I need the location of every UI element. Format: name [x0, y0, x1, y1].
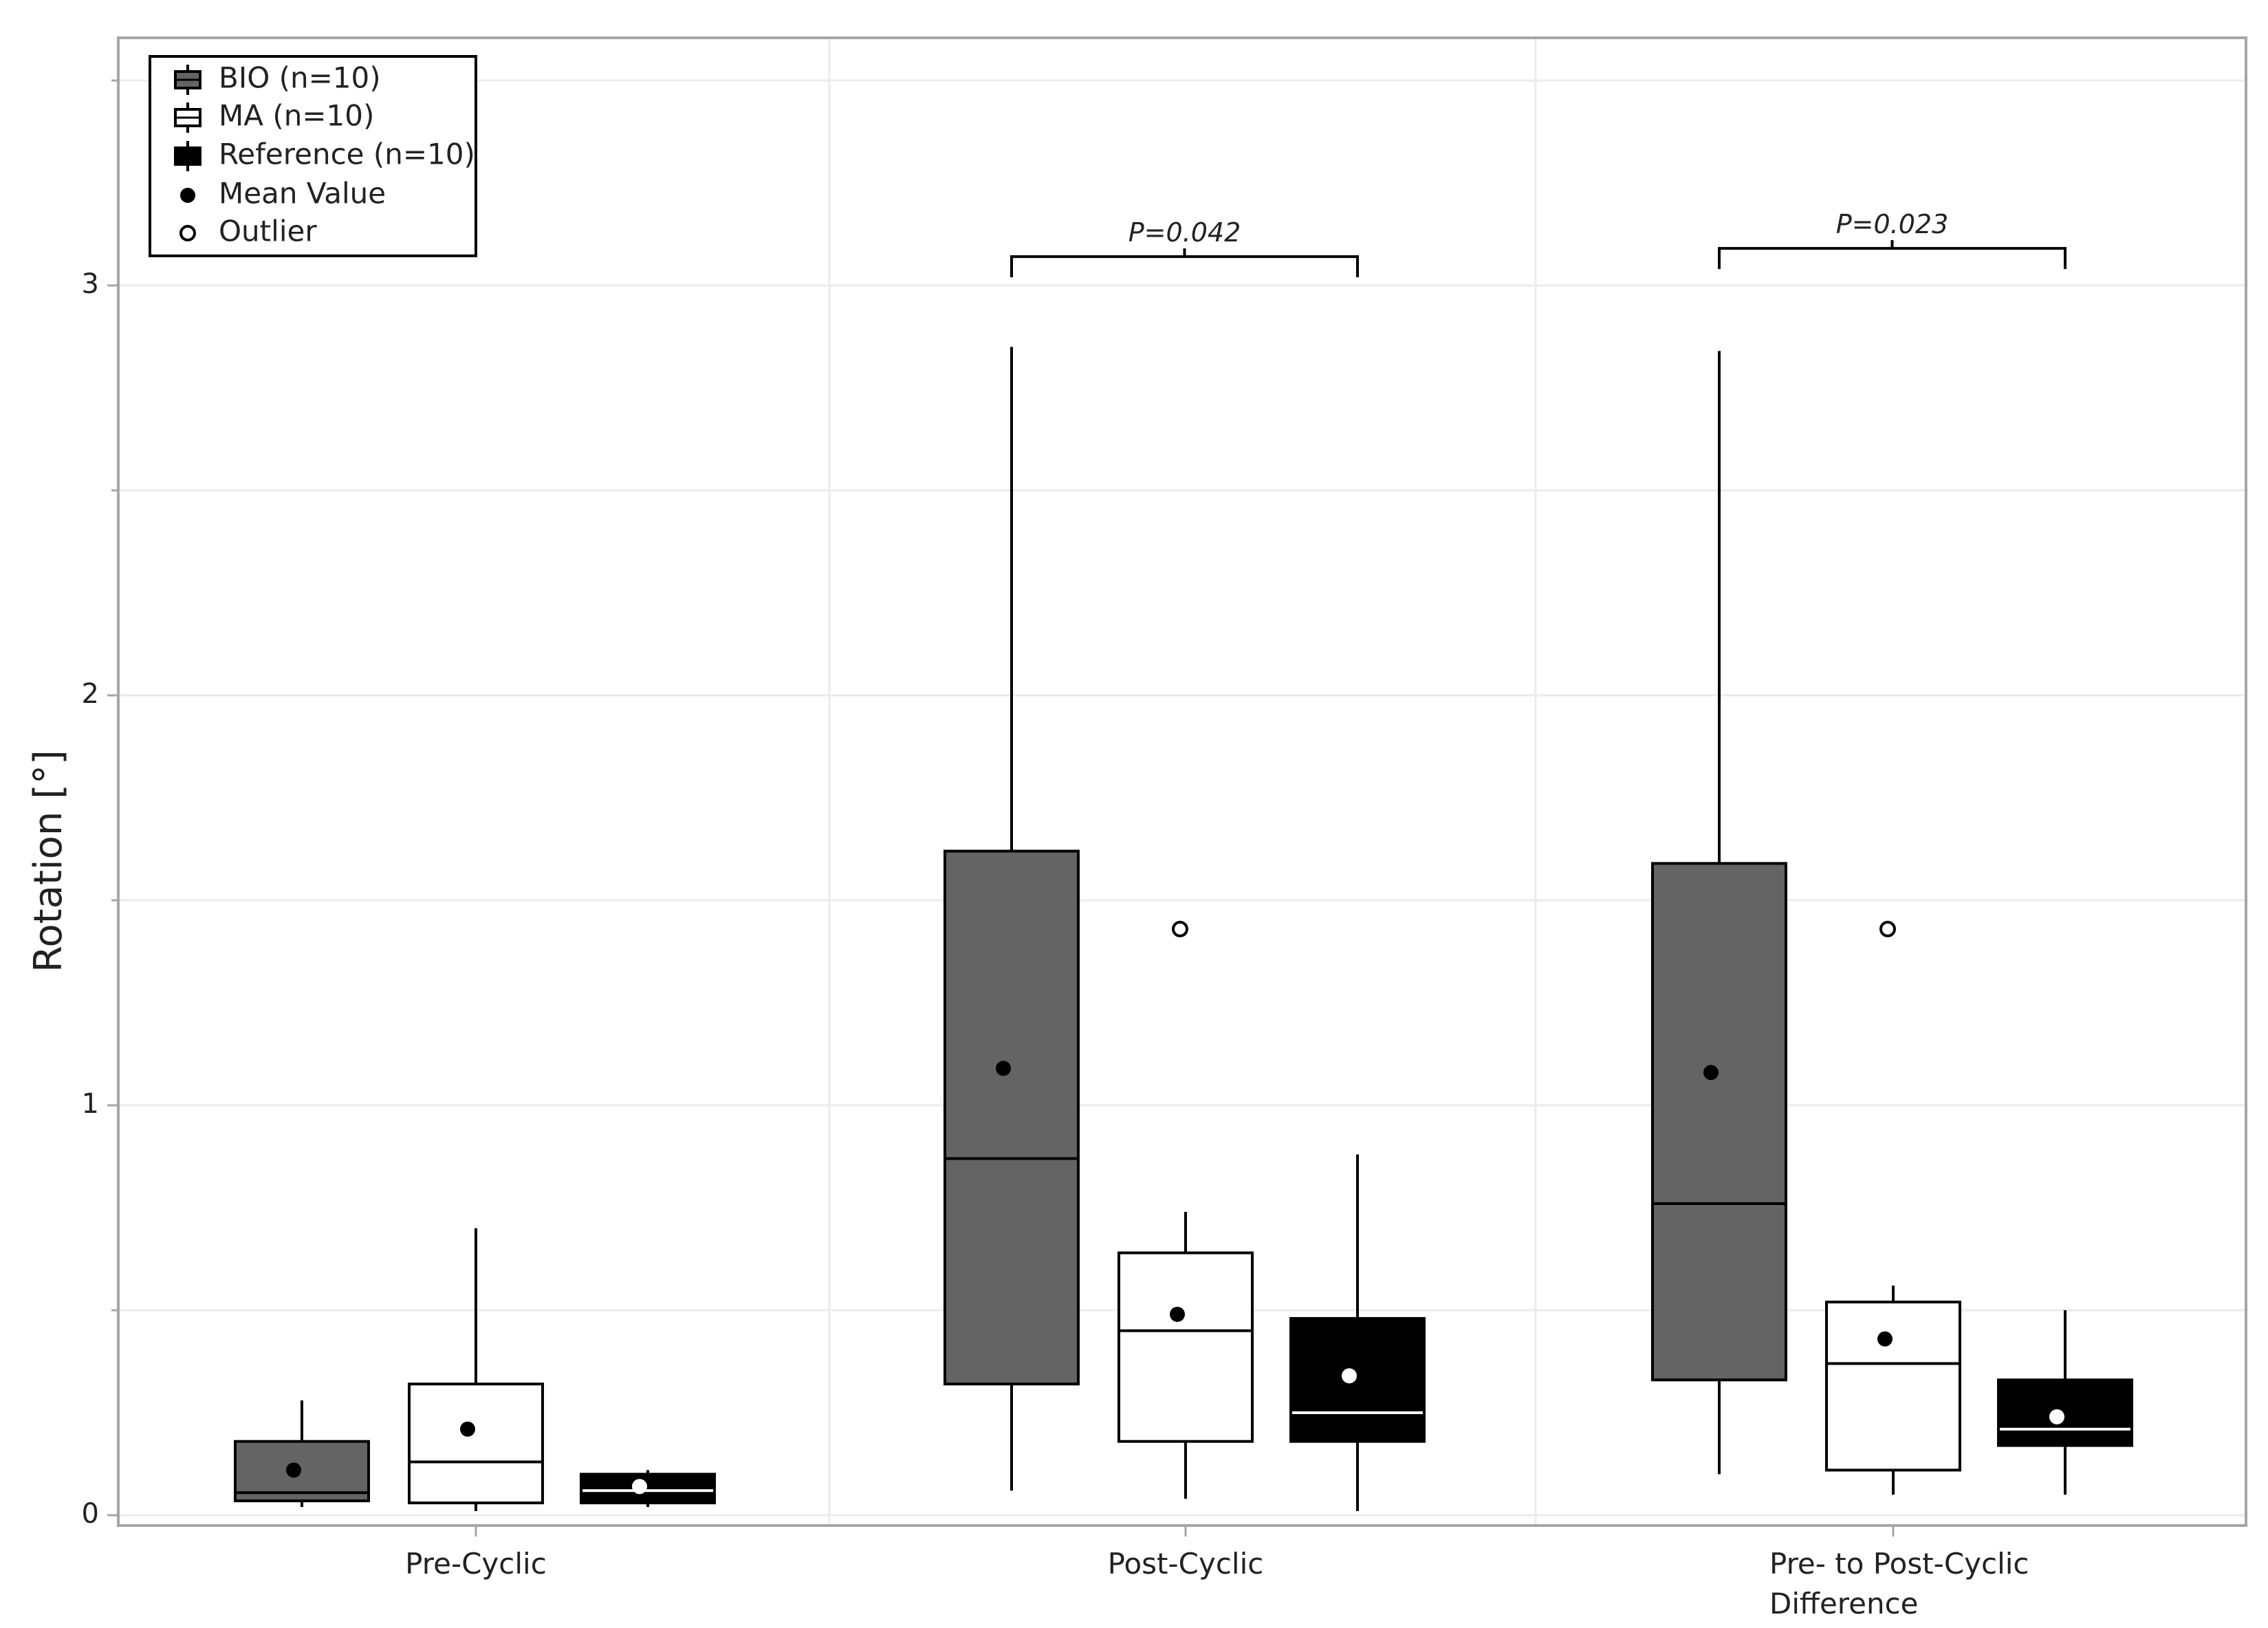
- box-group: [234, 1400, 370, 1508]
- legend-label: Mean Value: [219, 177, 386, 210]
- x-tick-label: Pre- to Post-Cyclic Difference: [1769, 1547, 2029, 1620]
- box-group: [1289, 1154, 1426, 1512]
- box-group: [1997, 1310, 2133, 1495]
- x-tick-label: Pre-Cyclic: [405, 1547, 547, 1581]
- box-layer: [234, 347, 2133, 1512]
- legend-label: Outlier: [219, 215, 317, 248]
- p-value-label: P=0.042: [1128, 217, 1241, 248]
- box-iqr: [234, 1440, 370, 1503]
- annotation-layer: P=0.042 P=0.023: [1010, 209, 2067, 278]
- x-tick-label-line: Pre-Cyclic: [405, 1547, 547, 1581]
- significance-bracket: [1718, 240, 2067, 270]
- grid-layer: [118, 38, 2246, 1526]
- legend-frame: [149, 55, 477, 257]
- mean-marker: [996, 1061, 1011, 1076]
- box-group: [580, 1470, 716, 1508]
- x-tick-label-line: Difference: [1769, 1587, 1919, 1620]
- p-value-label: P=0.023: [1836, 209, 1949, 239]
- box-group: [408, 1228, 544, 1512]
- box-group: [944, 347, 1080, 1491]
- mean-marker: [632, 1479, 647, 1495]
- mean-marker: [286, 1462, 301, 1478]
- box-group: [1825, 920, 1961, 1495]
- x-tick-label-line: Post-Cyclic: [1108, 1547, 1264, 1581]
- box-iqr: [1289, 1316, 1426, 1443]
- box-group: [1651, 351, 1787, 1475]
- mean-marker: [1342, 1368, 1357, 1384]
- legend-label: MA (n=10): [219, 99, 374, 133]
- x-tick-label-line: Pre- to Post-Cyclic: [1769, 1547, 2029, 1581]
- axis-layer: 0 1 2 3 Pre-Cyclic Post-Cyclic Pre- to Post-Cy…: [82, 79, 2029, 1620]
- legend-marker-outlier: [179, 225, 196, 241]
- outlier-marker: [1172, 920, 1188, 937]
- box-group: [1117, 920, 1254, 1499]
- y-tick-label: 2: [82, 678, 99, 710]
- box-iqr: [1825, 1301, 1961, 1472]
- y-tick-label: 0: [82, 1498, 99, 1530]
- box-iqr: [1651, 862, 1787, 1382]
- box-iqr: [408, 1382, 544, 1505]
- mean-marker: [1703, 1065, 1719, 1081]
- legend-marker-mean: [180, 188, 195, 203]
- box-iqr: [944, 849, 1080, 1386]
- box-iqr: [1997, 1378, 2133, 1447]
- significance-bracket: [1010, 248, 1359, 278]
- y-tick-label: 3: [82, 268, 99, 300]
- y-tick-label: 1: [82, 1088, 99, 1120]
- mean-marker: [2049, 1409, 2064, 1424]
- mean-marker: [1170, 1306, 1185, 1322]
- plot-frame: [117, 36, 2247, 1527]
- legend-label: Reference (n=10): [219, 138, 475, 171]
- box-iqr: [1117, 1251, 1254, 1443]
- legend-label: BIO (n=10): [219, 61, 381, 95]
- outlier-marker: [1879, 920, 1896, 937]
- mean-marker: [460, 1421, 475, 1437]
- legend: BIO (n=10) MA (n=10) Reference (n=10) Mean …: [149, 55, 477, 257]
- x-tick-label: Post-Cyclic: [1108, 1547, 1264, 1581]
- box-iqr: [580, 1473, 716, 1505]
- y-axis-title: Rotation [°]: [26, 750, 71, 973]
- mean-marker: [1877, 1331, 1893, 1347]
